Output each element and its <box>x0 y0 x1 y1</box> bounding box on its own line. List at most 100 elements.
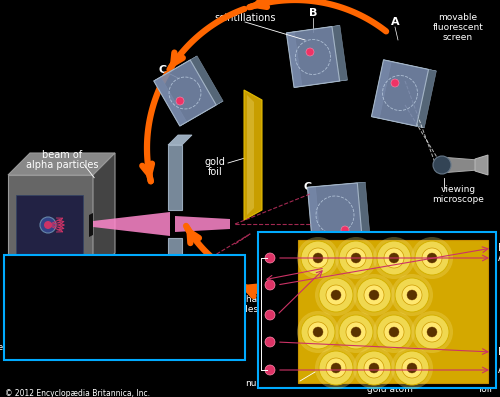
Polygon shape <box>298 240 488 383</box>
Text: C: C <box>263 323 270 333</box>
Circle shape <box>357 351 391 385</box>
Text: (small deflection): (small deflection) <box>20 301 100 310</box>
Text: nucleus: nucleus <box>246 378 280 387</box>
Circle shape <box>369 290 379 300</box>
Polygon shape <box>168 135 192 145</box>
Circle shape <box>384 248 404 268</box>
Circle shape <box>346 322 366 342</box>
Text: movable: movable <box>438 13 478 23</box>
Polygon shape <box>372 60 428 126</box>
Circle shape <box>315 274 357 316</box>
Circle shape <box>341 226 349 234</box>
Polygon shape <box>244 90 262 220</box>
Circle shape <box>265 253 275 263</box>
Circle shape <box>339 241 373 275</box>
Text: screen: screen <box>443 33 473 42</box>
Circle shape <box>351 253 361 263</box>
Circle shape <box>402 358 422 378</box>
Circle shape <box>306 48 314 56</box>
Circle shape <box>315 347 357 389</box>
Circle shape <box>40 217 56 233</box>
Circle shape <box>313 253 323 263</box>
Circle shape <box>326 285 346 305</box>
Polygon shape <box>475 155 488 175</box>
Text: A: A <box>390 17 400 27</box>
Circle shape <box>377 241 411 275</box>
Circle shape <box>427 253 437 263</box>
Circle shape <box>364 285 384 305</box>
Polygon shape <box>154 60 216 126</box>
Text: fluorescent: fluorescent <box>432 23 484 33</box>
Polygon shape <box>168 145 182 210</box>
Circle shape <box>373 311 415 353</box>
Text: (little or no deflection): (little or no deflection) <box>20 274 122 283</box>
Circle shape <box>391 347 433 389</box>
Circle shape <box>351 327 361 337</box>
Polygon shape <box>180 101 223 126</box>
Text: foil: foil <box>479 385 493 393</box>
Polygon shape <box>4 255 245 360</box>
Circle shape <box>297 237 339 279</box>
Circle shape <box>415 315 449 349</box>
Circle shape <box>391 79 399 87</box>
Text: radioactive: radioactive <box>100 310 150 320</box>
Circle shape <box>373 237 415 279</box>
Circle shape <box>391 274 433 316</box>
Circle shape <box>395 351 429 385</box>
Polygon shape <box>294 80 348 87</box>
Text: lead screen: lead screen <box>152 285 204 295</box>
Circle shape <box>411 311 453 353</box>
Circle shape <box>308 322 328 342</box>
Polygon shape <box>89 213 93 237</box>
Text: B: B <box>498 243 500 253</box>
Text: viewing: viewing <box>440 185 476 195</box>
Circle shape <box>313 327 323 337</box>
Text: B: B <box>498 347 500 357</box>
Text: alpha: alpha <box>233 295 258 304</box>
Text: A: A <box>498 365 500 375</box>
Polygon shape <box>8 153 115 175</box>
Circle shape <box>389 253 399 263</box>
Circle shape <box>395 278 429 312</box>
Polygon shape <box>372 60 392 118</box>
Polygon shape <box>16 195 83 255</box>
Circle shape <box>265 280 275 290</box>
Circle shape <box>433 156 451 174</box>
Circle shape <box>339 315 373 349</box>
Circle shape <box>265 337 275 347</box>
Circle shape <box>265 365 275 375</box>
Text: microscope: microscope <box>432 195 484 204</box>
Text: C: C <box>304 182 312 192</box>
Text: (large deflection): (large deflection) <box>20 326 98 335</box>
Text: gold: gold <box>474 376 493 385</box>
Circle shape <box>369 363 379 373</box>
Circle shape <box>346 248 366 268</box>
Polygon shape <box>308 187 320 247</box>
Circle shape <box>176 97 184 105</box>
Circle shape <box>353 347 395 389</box>
Circle shape <box>319 278 353 312</box>
Circle shape <box>427 327 437 337</box>
Text: foil: foil <box>208 167 222 177</box>
Circle shape <box>301 315 335 349</box>
Circle shape <box>402 285 422 305</box>
Polygon shape <box>416 69 436 128</box>
Circle shape <box>384 322 404 342</box>
Circle shape <box>265 310 275 320</box>
Circle shape <box>389 327 399 337</box>
Polygon shape <box>247 95 254 215</box>
Polygon shape <box>93 212 170 236</box>
Polygon shape <box>258 232 496 388</box>
Text: particles: particles <box>219 306 258 314</box>
Text: scintillations: scintillations <box>214 13 276 23</box>
Polygon shape <box>286 27 340 87</box>
Polygon shape <box>154 56 197 81</box>
Text: C: C <box>159 65 167 75</box>
Circle shape <box>319 351 353 385</box>
Polygon shape <box>384 60 436 71</box>
Polygon shape <box>286 25 340 33</box>
Circle shape <box>353 274 395 316</box>
Circle shape <box>364 358 384 378</box>
Polygon shape <box>286 32 302 87</box>
Text: gold atom: gold atom <box>367 385 413 393</box>
